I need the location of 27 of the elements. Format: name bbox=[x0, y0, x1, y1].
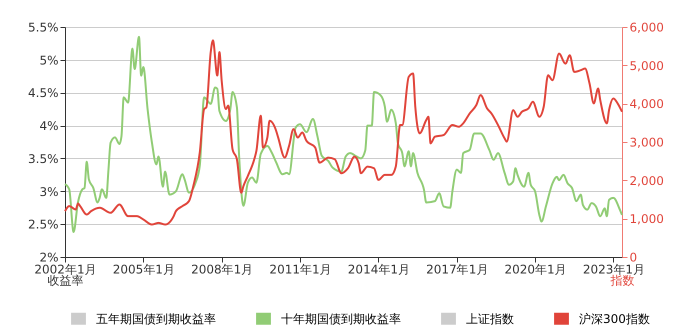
x-tick-label: 2014年1月 bbox=[348, 262, 410, 276]
legend-label: 五年期国债到期收益率 bbox=[96, 312, 216, 326]
y2-tick-label: 3,000 bbox=[630, 136, 664, 150]
legend-label: 十年期国债到期收益率 bbox=[281, 312, 401, 326]
y-tick-label: 4% bbox=[39, 119, 58, 134]
y-tick-label: 3% bbox=[39, 184, 58, 199]
y2-tick-label: 5,000 bbox=[630, 58, 664, 73]
legend-label: 上证指数 bbox=[466, 312, 514, 326]
x-tick-label: 2008年1月 bbox=[191, 262, 254, 276]
y2-tick-label: 4,000 bbox=[630, 97, 664, 112]
y-tick-label: 2% bbox=[39, 250, 58, 264]
x-tick-label: 2020年1月 bbox=[504, 262, 567, 276]
y-tick-label: 5% bbox=[39, 53, 58, 68]
y-axis-title: 收益率 bbox=[48, 274, 84, 288]
y2-tick-label: 0 bbox=[630, 250, 638, 264]
y-tick-label: 4.5% bbox=[28, 86, 58, 100]
y2-tick-label: 6,000 bbox=[630, 20, 664, 34]
legend-label: 沪深300指数 bbox=[579, 312, 650, 326]
y-tick-label: 2.5% bbox=[28, 218, 58, 232]
y2-tick-label: 2,000 bbox=[630, 174, 664, 188]
y-tick-label: 5.5% bbox=[28, 20, 58, 34]
x-tick-label: 2005年1月 bbox=[112, 262, 175, 276]
y2-tick-label: 1,000 bbox=[630, 212, 664, 226]
x-tick-label: 2017年1月 bbox=[426, 262, 488, 276]
y2-axis-title: 指数 bbox=[610, 274, 634, 288]
x-tick-label: 2011年1月 bbox=[269, 262, 332, 276]
y-tick-label: 3.5% bbox=[28, 152, 58, 166]
